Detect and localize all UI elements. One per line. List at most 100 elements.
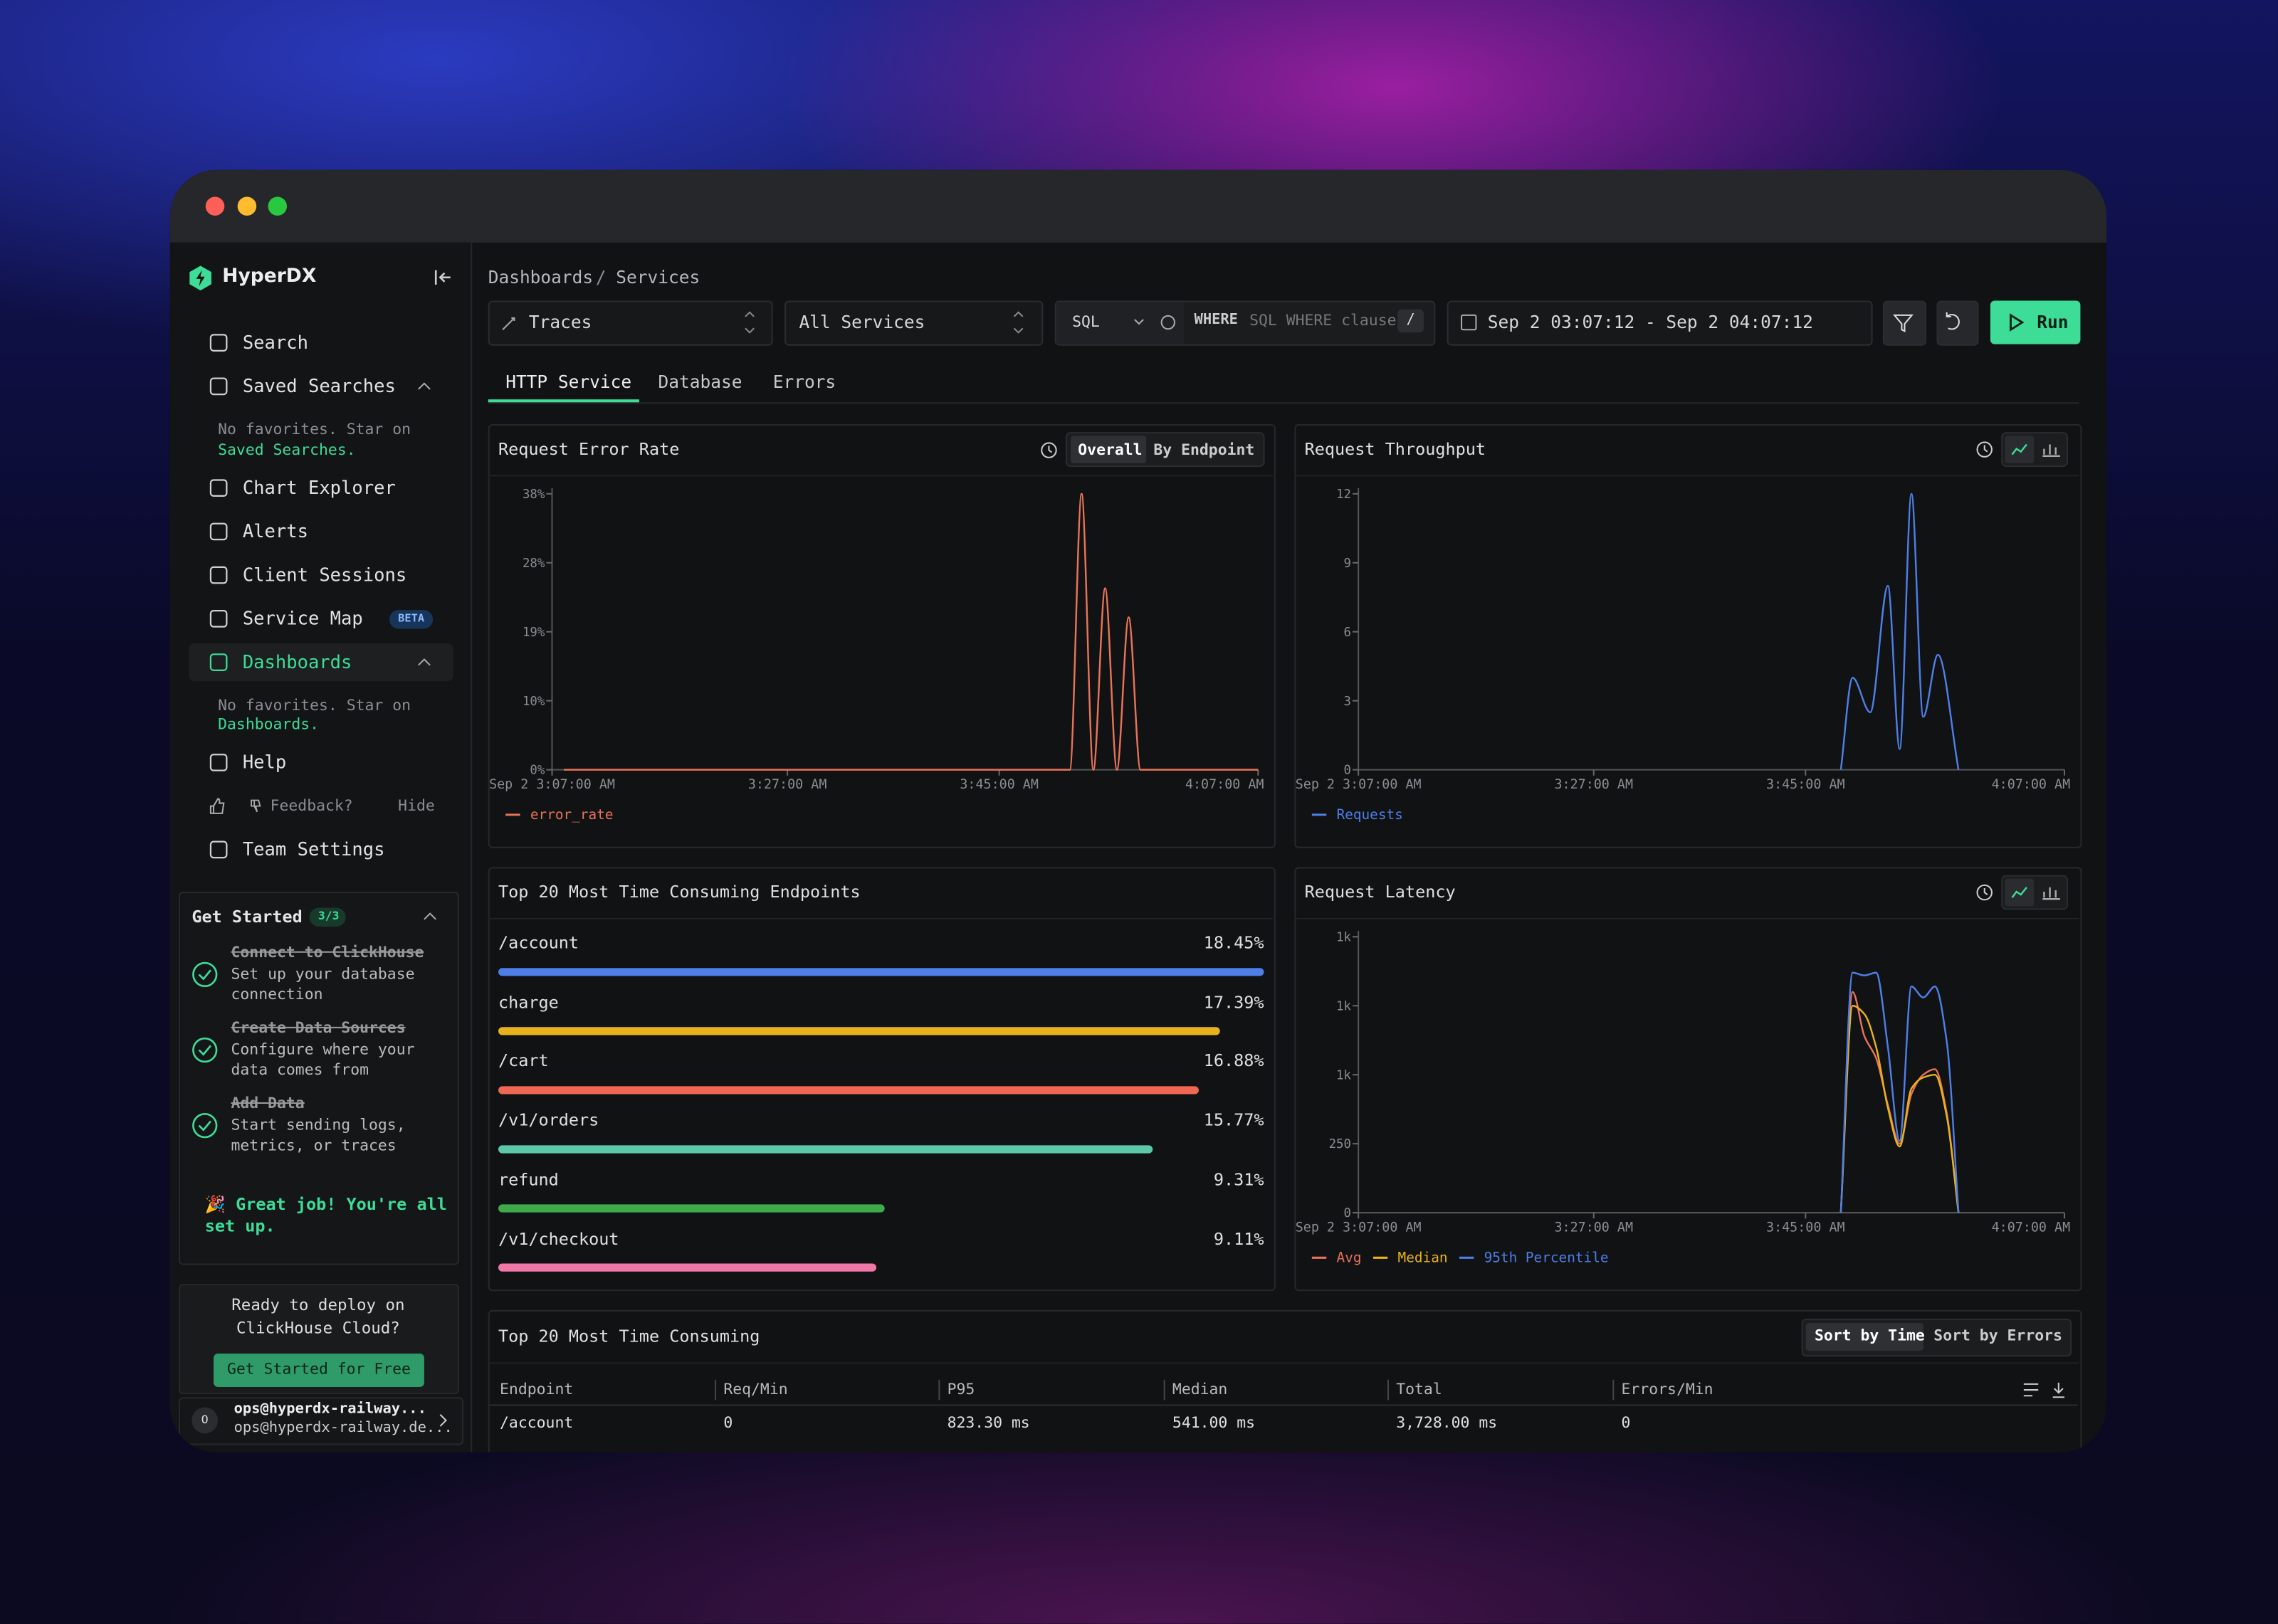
- nav-icons: [209, 334, 431, 859]
- category-label: /v1/orders: [498, 1109, 599, 1130]
- y-tick-label: 0: [1344, 764, 1351, 778]
- column-header[interactable]: Total: [1396, 1381, 1442, 1399]
- dash-link[interactable]: Dashboards.: [218, 716, 320, 734]
- chart-title: Request Latency: [1304, 881, 1456, 902]
- nav-item[interactable]: Chart Explorer: [242, 476, 396, 498]
- window-content: HyperDX No favorites. Star on Saved Sear…: [169, 169, 2107, 1452]
- column-sep: [1387, 1379, 1390, 1401]
- column-header[interactable]: P95: [947, 1381, 975, 1399]
- toggle-option[interactable]: Overall: [1078, 441, 1143, 459]
- time-range: Sep 2 03:07:12 - Sep 2 04:07:12: [1487, 312, 1813, 333]
- check-circle: [192, 961, 218, 988]
- column-sep: [1163, 1379, 1165, 1401]
- language-select[interactable]: [1056, 302, 1185, 344]
- shape: [251, 799, 261, 813]
- nav-icon: [209, 377, 228, 396]
- brand: HyperDX: [222, 265, 317, 288]
- chevron[interactable]: [423, 911, 437, 922]
- chart-panel: [488, 867, 1276, 1292]
- y-tick-label: 0: [1344, 1206, 1351, 1220]
- line-chart: 0 3 6 9 12 Sep 2 3:07:00 AM 3:27:00 AM 3:45:00 …: [1296, 487, 2070, 823]
- breadcrumb-sep: /: [595, 267, 607, 288]
- feedback[interactable]: Feedback?: [270, 797, 353, 815]
- run-button[interactable]: [1990, 300, 2081, 344]
- tab-border: [488, 402, 2079, 404]
- avatar: O: [191, 1407, 219, 1434]
- brand-logo: [189, 265, 211, 291]
- series-line: [1839, 971, 1960, 1213]
- x-tick-label: Sep 2 3:07:00 AM: [489, 777, 615, 792]
- cloud-button[interactable]: Get Started for Free: [213, 1354, 424, 1387]
- user-email: ops@hyperdx-railway.de...: [233, 1420, 453, 1437]
- series-line: [1839, 1005, 1960, 1213]
- refresh-button[interactable]: [1936, 300, 1979, 346]
- shape: [196, 270, 205, 287]
- step-desc: Start sending logs, metrics, or traces: [231, 1117, 406, 1155]
- chart-toolbar: [1976, 432, 2069, 468]
- column-header[interactable]: Median: [1172, 1381, 1228, 1399]
- service-select[interactable]: [784, 300, 1044, 346]
- shape: [205, 196, 225, 216]
- shape: [434, 270, 451, 285]
- column-header[interactable]: Errors/Min: [1621, 1381, 1713, 1399]
- category-label: /account: [498, 932, 579, 953]
- column-header[interactable]: Endpoint: [500, 1381, 574, 1399]
- line-chart: 0 250 1k 1k 1k Sep 2 3:07:00 AM 3:27:00 AM 3:45…: [1296, 930, 2070, 1265]
- sort-option[interactable]: Sort by Errors: [1933, 1327, 2062, 1345]
- value-label: 18.45%: [1203, 932, 1264, 953]
- toggle-active: [2005, 436, 2035, 464]
- done-message: 🎉 Great job! You're all set up.: [204, 1193, 447, 1236]
- panel-divider: [488, 475, 1273, 477]
- nav-item[interactable]: Team Settings: [242, 838, 385, 860]
- collapse-icon[interactable]: [434, 269, 453, 286]
- y-tick-label: 9: [1344, 557, 1351, 571]
- time-picker[interactable]: [1447, 300, 1873, 346]
- line-icon: [2011, 887, 2027, 898]
- breadcrumb[interactable]: Dashboards: [488, 267, 594, 288]
- nav-item[interactable]: Alerts: [242, 520, 308, 542]
- cell: /account: [500, 1414, 574, 1433]
- panel-divider: [488, 917, 1273, 919]
- nav-item[interactable]: Help: [242, 751, 287, 773]
- nav-item[interactable]: Client Sessions: [242, 563, 407, 586]
- shape: [1013, 311, 1024, 334]
- traffic-lights: [205, 196, 288, 216]
- toolbar: [1041, 432, 1265, 468]
- table-divider: [488, 1362, 2079, 1364]
- step-desc: Set up your database connection: [231, 966, 415, 1004]
- nav-item[interactable]: Service Map: [242, 607, 363, 629]
- nav-icon: [209, 479, 228, 497]
- value-label: 17.39%: [1203, 991, 1264, 1012]
- nav-item[interactable]: Saved Searches: [242, 374, 396, 397]
- tab[interactable]: Database: [658, 371, 742, 393]
- sort-option[interactable]: Sort by Time: [1814, 1327, 1925, 1345]
- tab[interactable]: Errors: [772, 371, 836, 393]
- shape: [1461, 314, 1477, 331]
- nav-item[interactable]: Dashboards: [242, 650, 352, 673]
- saved-note: No favorites. Star on: [218, 421, 411, 439]
- y-tick-label: 28%: [523, 557, 545, 571]
- chart-panel: [1294, 423, 2082, 848]
- column-sep: [715, 1379, 717, 1401]
- user-card[interactable]: [179, 1397, 464, 1445]
- chevron: [418, 382, 431, 390]
- hide-link[interactable]: Hide: [398, 797, 435, 815]
- chart-title: Top 20 Most Time Consuming Endpoints: [498, 881, 861, 902]
- toggle-active: [1071, 436, 1147, 464]
- y-tick-label: 38%: [523, 487, 545, 502]
- x-tick-label: Sep 2 3:07:00 AM: [1296, 1220, 1422, 1235]
- x-tick-label: 3:27:00 AM: [748, 777, 827, 792]
- legend-label: Requests: [1337, 806, 1403, 823]
- tab[interactable]: HTTP Service: [505, 371, 632, 393]
- category-label: /cart: [498, 1050, 549, 1071]
- column-header[interactable]: Req/Min: [723, 1381, 788, 1399]
- y-tick-label: 19%: [523, 626, 545, 640]
- source-select[interactable]: [488, 300, 773, 346]
- toggle-option[interactable]: By Endpoint: [1153, 441, 1255, 459]
- x-tick-label: 4:07:00 AM: [1185, 777, 1264, 792]
- shape: [502, 317, 515, 330]
- nav-icon: [209, 754, 228, 771]
- value-label: 16.88%: [1203, 1050, 1264, 1071]
- saved-link[interactable]: Saved Searches.: [218, 441, 356, 459]
- nav-item[interactable]: Search: [242, 331, 308, 353]
